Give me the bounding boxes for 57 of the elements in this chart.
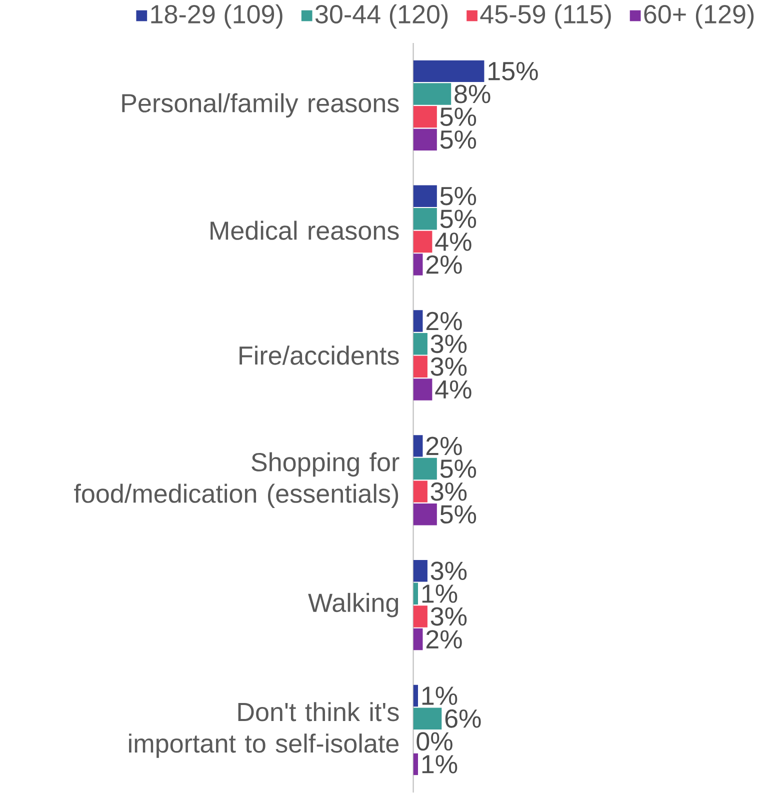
bar — [413, 684, 418, 707]
data-label: 2% — [426, 255, 462, 274]
bar — [413, 254, 423, 276]
legend-label: 30-44 (120) — [316, 4, 448, 29]
data-label: 3% — [431, 562, 467, 580]
y-tick-label: Walking — [308, 592, 398, 618]
data-label: 3% — [431, 357, 467, 376]
bar — [413, 480, 428, 502]
bar — [413, 458, 438, 480]
data-label: 5% — [440, 210, 476, 228]
y-tick-label: Don't think it's important to self-isolate — [129, 702, 399, 758]
data-label: 1% — [422, 686, 458, 705]
y-tick-label: Medical reasons — [210, 220, 399, 240]
bar — [413, 83, 452, 105]
data-label: 3% — [431, 607, 467, 626]
bar — [413, 753, 418, 776]
bar — [413, 606, 428, 628]
data-label: 5% — [440, 505, 476, 524]
bar — [413, 185, 438, 207]
data-label: 4% — [435, 380, 472, 399]
legend-label: 60+ (129) — [644, 4, 754, 29]
data-label: 8% — [454, 84, 490, 104]
legend-label: 18-29 (109) — [151, 4, 283, 29]
bar — [413, 128, 438, 150]
data-label: 5% — [440, 186, 476, 206]
bar — [413, 60, 484, 82]
data-label: 6% — [446, 709, 481, 728]
bar — [413, 208, 438, 230]
y-tick-label: Shopping for food/medication (essentials) — [74, 452, 400, 508]
bar — [413, 582, 418, 605]
bar — [413, 628, 423, 650]
data-label: 5% — [440, 108, 476, 126]
data-label: 3% — [431, 334, 467, 354]
data-label: 1% — [422, 755, 458, 774]
data-label: 4% — [435, 232, 472, 251]
bar — [413, 560, 428, 582]
bar — [413, 708, 442, 730]
bar — [413, 106, 438, 128]
bar — [413, 230, 432, 253]
data-label: 2% — [426, 312, 462, 330]
data-label: 5% — [440, 130, 476, 149]
bar — [413, 332, 428, 355]
bar — [413, 378, 432, 400]
data-label: 2% — [426, 436, 462, 456]
data-label: 2% — [426, 630, 462, 648]
data-label: 3% — [431, 482, 467, 501]
y-tick-label: Fire/accidents — [240, 346, 399, 365]
data-label: 0% — [416, 732, 453, 751]
y-tick-label: Personal/family reasons — [122, 93, 399, 118]
bar — [413, 356, 428, 378]
bar — [413, 310, 423, 332]
data-label: 15% — [488, 62, 538, 80]
bar — [413, 435, 423, 457]
bar — [413, 504, 438, 526]
legend-label: 45-59 (115) — [480, 4, 612, 29]
data-label: 1% — [422, 584, 458, 603]
data-label: 5% — [440, 460, 476, 478]
